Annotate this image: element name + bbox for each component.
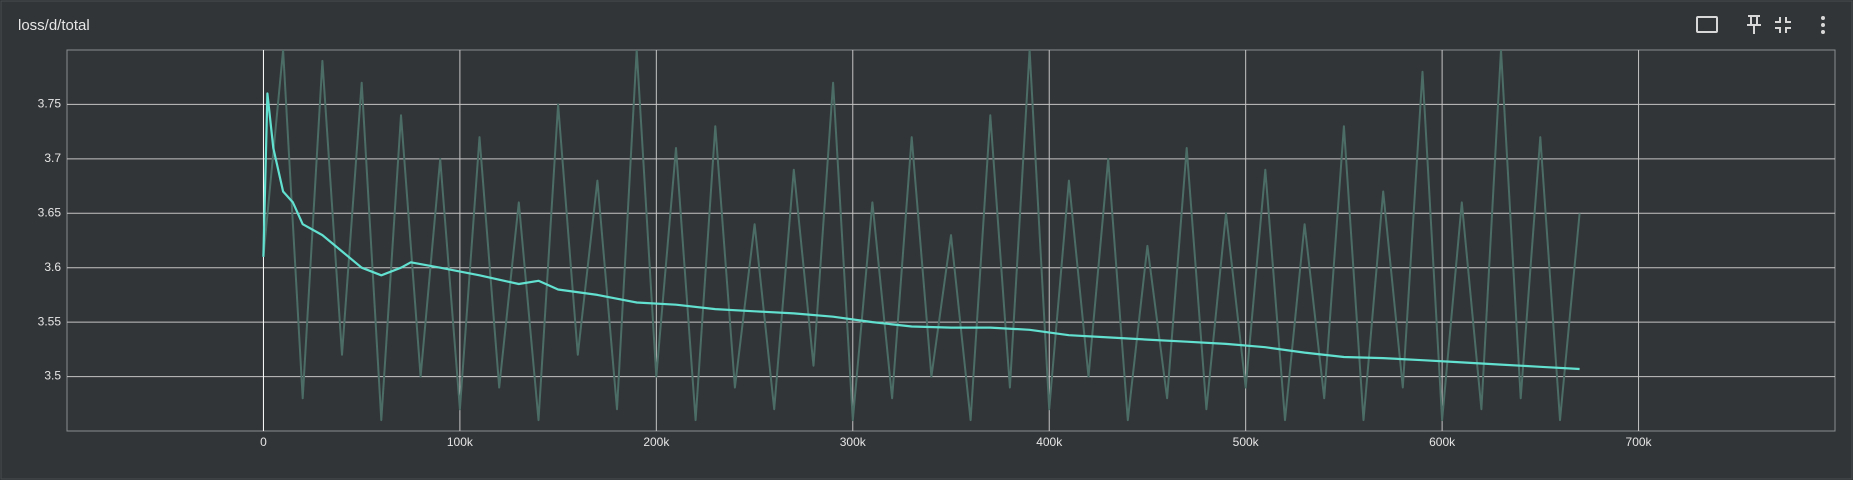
y-tick-label: 3.7 (44, 151, 61, 165)
x-tick-label: 300k (840, 435, 867, 449)
fit-domain-button[interactable] (1696, 16, 1718, 33)
x-tick-label: 700k (1626, 435, 1653, 449)
x-tick-label: 400k (1036, 435, 1063, 449)
y-tick-label: 3.5 (44, 369, 61, 383)
raw-line (262, 50, 1581, 422)
x-tick-label: 600k (1429, 435, 1456, 449)
y-tick-label: 3.65 (38, 205, 62, 219)
pin-button[interactable] (1747, 15, 1761, 34)
chart-title: loss/d/total (18, 17, 90, 34)
x-tick-label: 200k (643, 435, 670, 449)
fullscreen-button[interactable] (1775, 17, 1791, 33)
toolbar (1696, 15, 1825, 34)
y-tick-label: 3.75 (38, 97, 62, 111)
x-tick-label: 100k (447, 435, 474, 449)
y-tick-label: 3.55 (38, 314, 62, 328)
y-tick-label: 3.6 (44, 260, 61, 274)
smoothed-line (262, 92, 1580, 371)
x-tick-label: 500k (1233, 435, 1260, 449)
plot-area (262, 50, 1581, 422)
menu-button[interactable] (1821, 16, 1825, 34)
plot-frame (66, 49, 1836, 432)
x-tick-label: 0 (260, 435, 267, 449)
